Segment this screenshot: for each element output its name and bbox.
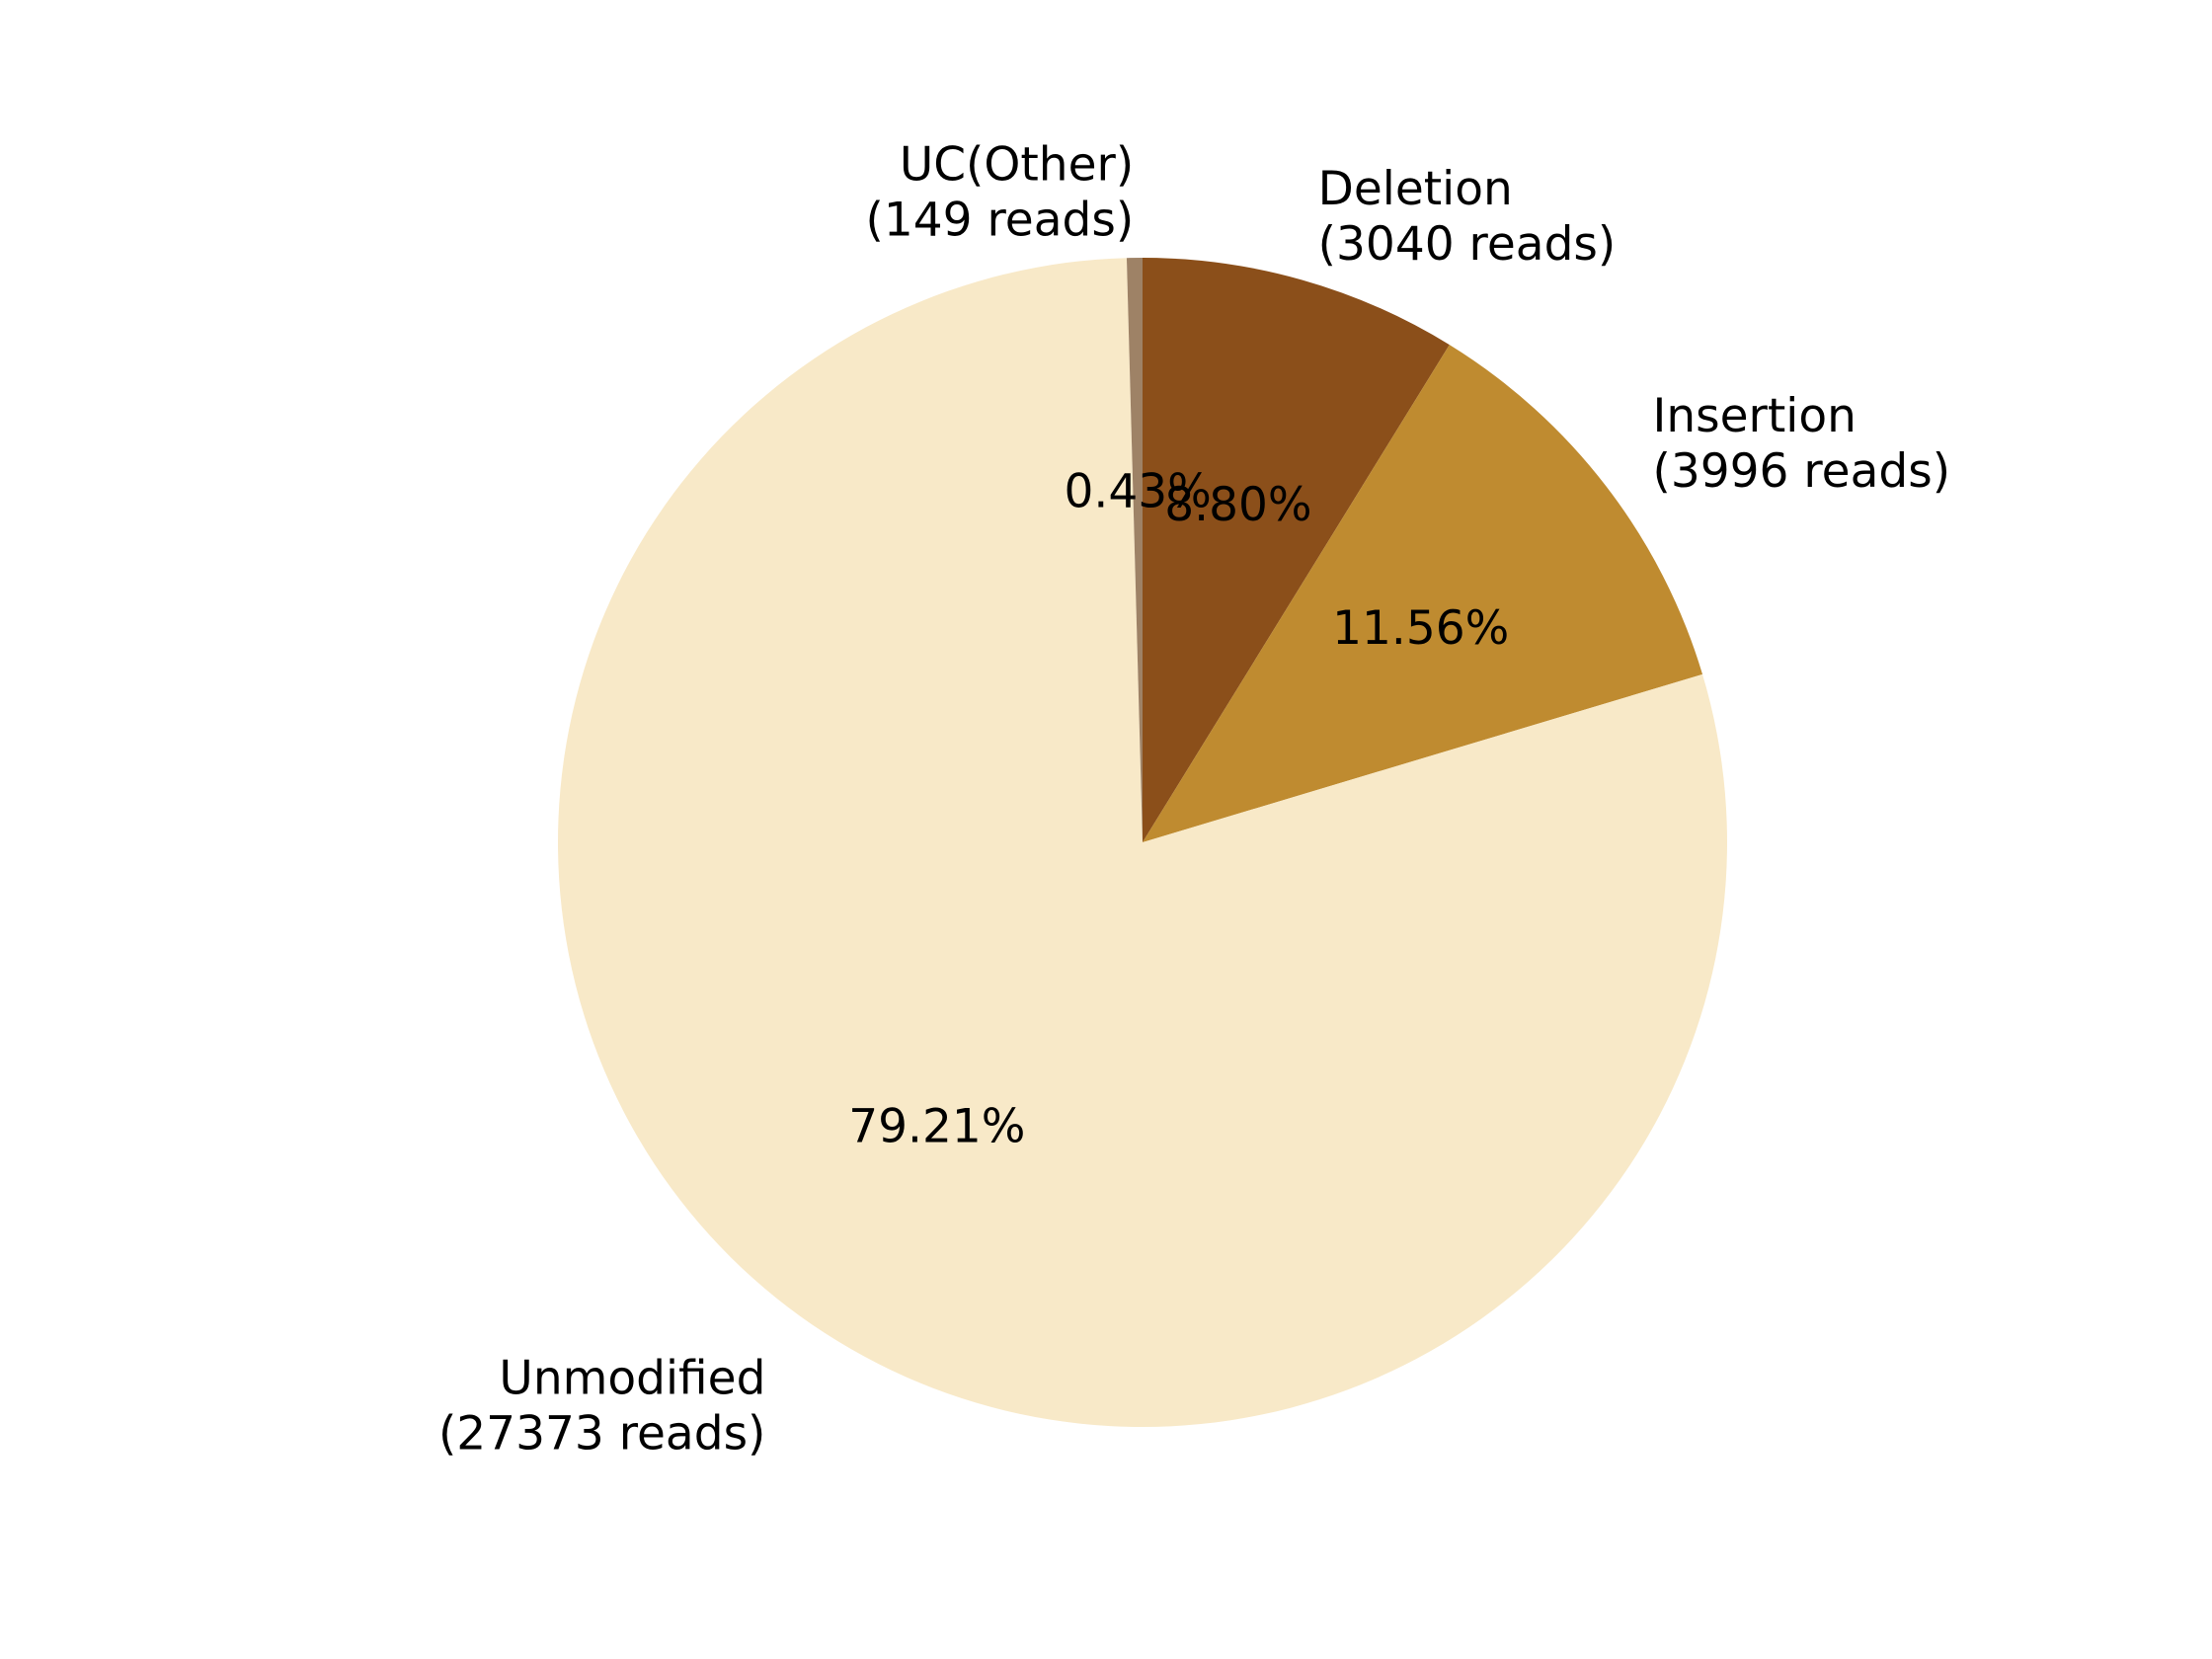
percent-label-deletion: 8.80% <box>1164 478 1311 532</box>
slice-reads: (3040 reads) <box>1318 217 1617 272</box>
percent-label-uc-other: 0.43% <box>1065 464 1212 518</box>
slice-reads: (3996 reads) <box>1653 444 1951 499</box>
slice-label-insertion: Insertion (3996 reads) <box>1653 389 1951 499</box>
percent-label-unmodified: 79.21% <box>848 1099 1025 1153</box>
pie-labels: Deletion (3040 reads) 8.80% Insertion (3996 … <box>438 137 1950 1461</box>
pie-slice-uc-other <box>1126 258 1143 842</box>
slice-reads: (27373 reads) <box>438 1406 765 1461</box>
slice-label-unmodified: Unmodified (27373 reads) <box>438 1351 765 1461</box>
slice-name: Insertion <box>1653 389 1856 443</box>
pie-slice-deletion <box>1143 258 1450 842</box>
pie-slice-unmodified <box>558 258 1727 1427</box>
slice-reads: (149 reads) <box>866 193 1135 247</box>
pie-slices <box>558 258 1727 1427</box>
slice-name: Deletion <box>1318 162 1513 216</box>
percent-label-insertion: 11.56% <box>1332 601 1509 656</box>
slice-name: Unmodified <box>499 1351 765 1405</box>
slice-name: UC(Other) <box>900 137 1134 192</box>
slice-label-deletion: Deletion (3040 reads) <box>1318 162 1617 272</box>
pie-slice-insertion <box>1143 345 1703 842</box>
slice-label-uc-other: UC(Other) (149 reads) <box>866 137 1135 247</box>
